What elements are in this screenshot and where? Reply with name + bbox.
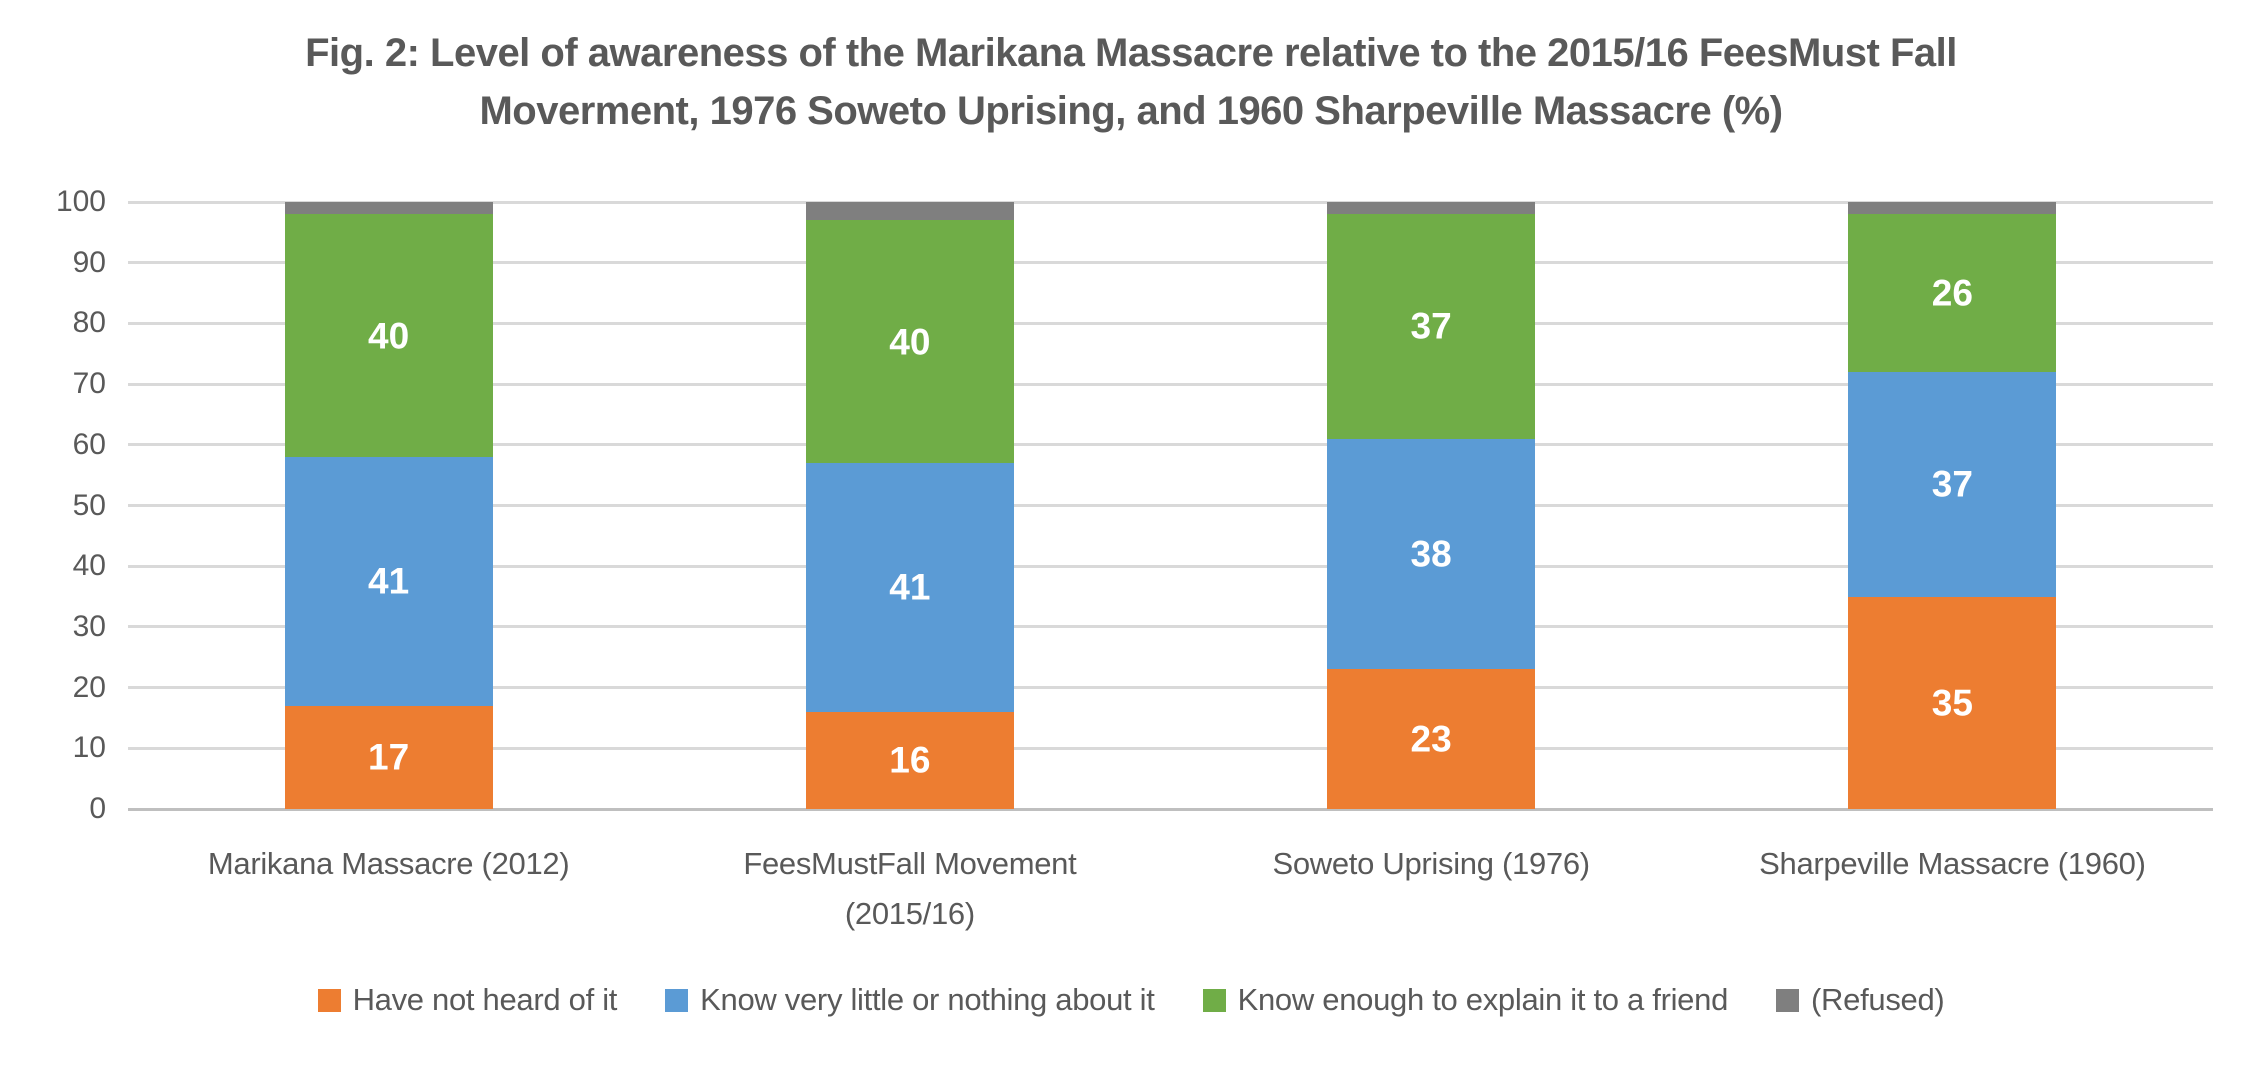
bar-segment bbox=[805, 202, 1014, 221]
x-axis-label: Sharpeville Massacre (1960) bbox=[1692, 839, 2213, 889]
legend-label: (Refused) bbox=[1811, 982, 1945, 1017]
y-tick-label: 40 bbox=[72, 549, 106, 583]
gridline bbox=[128, 625, 2213, 629]
bar-value-label: 35 bbox=[1931, 682, 1973, 724]
bar-segment bbox=[1327, 438, 1536, 670]
legend-item: Know very little or nothing about it bbox=[665, 982, 1155, 1018]
legend-swatch bbox=[1202, 988, 1226, 1012]
bar-segment bbox=[1848, 371, 2057, 597]
gridline bbox=[128, 321, 2213, 325]
bar-segment bbox=[1327, 214, 1536, 439]
bar-value-label: 40 bbox=[889, 321, 931, 363]
bar-segment bbox=[1848, 596, 2057, 809]
legend-swatch bbox=[1776, 988, 1800, 1012]
bar-value-label: 40 bbox=[368, 315, 410, 357]
bar-value-label: 37 bbox=[1410, 305, 1452, 347]
y-tick-label: 20 bbox=[72, 670, 106, 704]
chart-title: Fig. 2: Level of awareness of the Marika… bbox=[0, 24, 2262, 140]
x-axis-label: Marikana Massacre (2012) bbox=[128, 839, 649, 889]
x-axis-label-line: Marikana Massacre (2012) bbox=[207, 846, 570, 881]
bar-value-label: 17 bbox=[368, 736, 410, 778]
bar-segment bbox=[284, 214, 493, 457]
bar-segment bbox=[284, 705, 493, 809]
bar-value-label: 37 bbox=[1931, 463, 1973, 505]
bar-segment bbox=[1327, 669, 1536, 809]
legend-swatch bbox=[665, 988, 689, 1012]
x-axis-label: Soweto Uprising (1976) bbox=[1171, 839, 1692, 889]
bar-segment bbox=[1848, 202, 2057, 215]
y-tick-label: 100 bbox=[55, 185, 106, 218]
bar-segment bbox=[805, 463, 1014, 712]
bar-value-label: 41 bbox=[368, 560, 410, 602]
gridline bbox=[128, 686, 2213, 690]
bar-segment bbox=[1848, 214, 2057, 372]
chart-title-line-1: Fig. 2: Level of awareness of the Marika… bbox=[305, 31, 1957, 75]
y-tick-label: 90 bbox=[72, 245, 106, 279]
gridline bbox=[128, 261, 2213, 265]
legend-swatch bbox=[317, 988, 341, 1012]
bar-segment bbox=[284, 202, 493, 215]
legend-label: Know enough to explain it to a friend bbox=[1237, 982, 1729, 1017]
bar-segment bbox=[284, 456, 493, 706]
bar-value-label: 38 bbox=[1410, 533, 1452, 575]
chart-legend: Have not heard of it Know very little or … bbox=[0, 982, 2262, 1018]
x-axis-label-line: Soweto Uprising (1976) bbox=[1272, 846, 1590, 881]
legend-item: Have not heard of it bbox=[317, 982, 618, 1018]
gridline bbox=[128, 746, 2213, 750]
y-tick-label: 60 bbox=[72, 427, 106, 461]
y-tick-label: 10 bbox=[72, 731, 106, 765]
bar-segment bbox=[805, 220, 1014, 464]
x-axis-label-line: Sharpeville Massacre (1960) bbox=[1759, 846, 2146, 881]
bar-segment bbox=[1327, 202, 1536, 215]
x-axis-label-line: (2015/16) bbox=[844, 895, 975, 931]
legend-item: Know enough to explain it to a friend bbox=[1202, 982, 1729, 1018]
bar-value-label: 23 bbox=[1410, 718, 1452, 760]
y-tick-label: 30 bbox=[72, 609, 106, 643]
chart-title-line-2: Moverment, 1976 Soweto Uprising, and 196… bbox=[479, 89, 1783, 133]
gridline bbox=[128, 504, 2213, 507]
plot-area: 0 10 20 30 40 50 60 70 80 90 100 17 41 40 Marikana Mas… bbox=[56, 187, 2213, 931]
legend-item: (Refused) bbox=[1776, 982, 1945, 1018]
gridline bbox=[128, 807, 2213, 811]
y-tick-label: 70 bbox=[72, 367, 106, 401]
legend-label: Know very little or nothing about it bbox=[700, 982, 1155, 1017]
bar-value-label: 16 bbox=[889, 739, 931, 781]
y-tick-label: 50 bbox=[72, 488, 106, 522]
gridline bbox=[128, 443, 2213, 447]
bar-value-label: 41 bbox=[889, 566, 931, 608]
gridline bbox=[128, 564, 2213, 568]
bar-segment bbox=[805, 711, 1014, 809]
x-axis-label: FeesMustFall Movement (2015/16) bbox=[649, 839, 1170, 938]
gridline bbox=[128, 382, 2213, 386]
bar-value-label: 26 bbox=[1931, 272, 1973, 314]
y-tick-label: 80 bbox=[72, 306, 106, 340]
x-axis-label-line: FeesMustFall Movement bbox=[743, 846, 1077, 881]
y-tick-label: 0 bbox=[89, 792, 106, 825]
legend-label: Have not heard of it bbox=[352, 982, 618, 1017]
gridline bbox=[128, 200, 2213, 204]
